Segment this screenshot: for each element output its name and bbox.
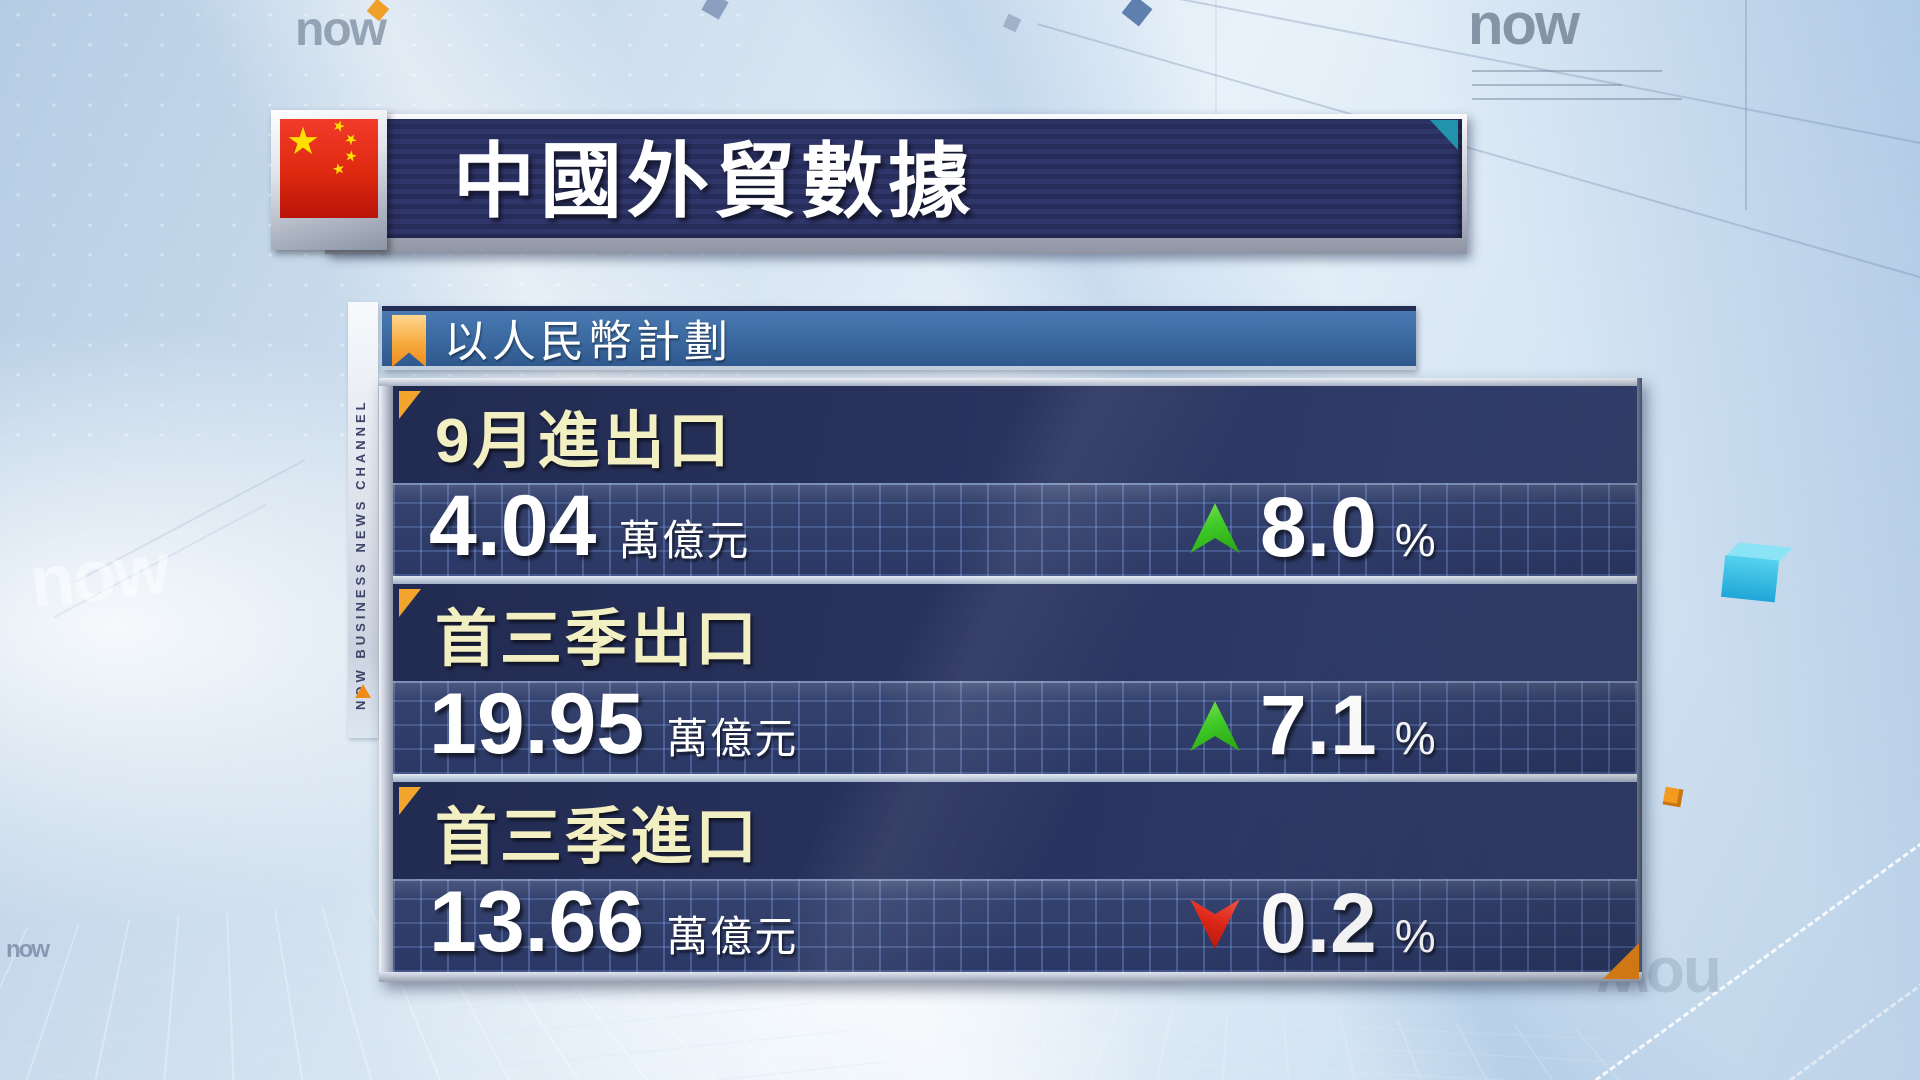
row-value: 13.66 萬億元 0.2 % <box>393 879 1637 972</box>
decor-cube-cyan <box>1721 553 1785 605</box>
value-group: 19.95 萬億元 <box>429 684 798 766</box>
channel-strip: NOW BUSINESS NEWS CHANNEL <box>348 302 378 738</box>
orange-corner-icon <box>399 787 421 815</box>
down-arrow-icon <box>1188 899 1242 949</box>
panel-right-edge <box>1637 378 1642 982</box>
china-flag-frame: ★ ★ ★ ★ ★ <box>271 110 387 250</box>
flag-star-icon: ★ <box>330 119 347 136</box>
change-group: 8.0 % <box>1188 488 1436 568</box>
row-header: 首三季進口 <box>393 782 1637 879</box>
bg-vertical-rule <box>1215 0 1217 120</box>
channel-name-vertical: NOW BUSINESS NEWS CHANNEL <box>353 318 368 710</box>
panel-bottom-bevel <box>379 972 1642 982</box>
orange-corner-icon <box>399 589 421 617</box>
orange-corner-bottom-right-icon <box>1603 943 1639 979</box>
value-unit: 萬億元 <box>666 705 798 766</box>
bookmark-icon <box>392 315 426 367</box>
title-bar-frame: 中國外貿數據 <box>325 114 1467 254</box>
subtitle-bar: 以人民幣計劃 <box>382 306 1416 370</box>
row-value: 4.04 萬億元 8.0 % <box>393 483 1637 576</box>
now-wordmark-small: now <box>6 938 48 962</box>
bg-fineprint-line <box>1472 98 1682 100</box>
bg-dashed-line <box>1695 924 1920 1080</box>
row-label: 首三季進口 <box>435 786 760 876</box>
row-header: 9月進出口 <box>393 386 1637 483</box>
china-flag-icon: ★ ★ ★ ★ ★ <box>280 119 378 218</box>
panel-left-bevel <box>379 378 393 982</box>
row-label: 9月進出口 <box>435 390 732 480</box>
data-panel: 9月進出口 4.04 萬億元 8.0 % 首三季出口 <box>379 378 1642 982</box>
decor-cube-orange <box>1663 787 1684 808</box>
change-number: 0.2 <box>1260 884 1377 964</box>
now-wordmark: now <box>1468 0 1578 54</box>
tv-frame: now now now now now now NOW BUSINESS NEW… <box>0 0 1920 1080</box>
subtitle: 以人民幣計劃 <box>444 305 732 369</box>
percent-sign: % <box>1395 513 1436 567</box>
value-number: 19.95 <box>429 684 644 766</box>
value-number: 4.04 <box>429 486 596 568</box>
flag-star-icon: ★ <box>343 148 359 165</box>
value-number: 13.66 <box>429 882 644 964</box>
row-value: 19.95 萬億元 7.1 % <box>393 681 1637 774</box>
percent-sign: % <box>1395 711 1436 765</box>
change-number: 8.0 <box>1260 488 1377 568</box>
orange-corner-icon <box>399 391 421 419</box>
page-title: 中國外貿數據 <box>453 114 975 233</box>
change-group: 0.2 % <box>1188 884 1436 964</box>
value-group: 4.04 萬億元 <box>429 486 750 568</box>
panel-top-bevel <box>379 378 1642 386</box>
value-group: 13.66 萬億元 <box>429 882 798 964</box>
data-panel-rows: 9月進出口 4.04 萬億元 8.0 % 首三季出口 <box>393 386 1637 972</box>
bg-fineprint-line <box>1472 70 1662 72</box>
change-number: 7.1 <box>1260 686 1377 766</box>
decor-cube-cyan-front <box>1721 555 1779 602</box>
row-label: 首三季出口 <box>435 588 760 678</box>
title-bar: 中國外貿數據 <box>329 119 1462 238</box>
now-wordmark-faint: now <box>27 533 172 619</box>
flag-star-icon: ★ <box>331 161 347 178</box>
channel-strip-triangle-icon <box>355 684 371 698</box>
bg-fineprint-line <box>1472 84 1622 86</box>
cyan-corner-accent <box>1430 120 1458 150</box>
value-unit: 萬億元 <box>666 903 798 964</box>
value-unit: 萬億元 <box>618 507 750 568</box>
decor-cube-gray <box>1003 14 1022 33</box>
row-separator <box>393 576 1637 584</box>
up-arrow-icon <box>1188 503 1242 553</box>
bg-vertical-rule <box>1745 0 1747 210</box>
up-arrow-icon <box>1188 701 1242 751</box>
percent-sign: % <box>1395 909 1436 963</box>
row-separator <box>393 774 1637 782</box>
row-header: 首三季出口 <box>393 584 1637 681</box>
flag-star-icon: ★ <box>286 123 320 161</box>
decor-cube-blue <box>1122 0 1153 26</box>
change-group: 7.1 % <box>1188 686 1436 766</box>
